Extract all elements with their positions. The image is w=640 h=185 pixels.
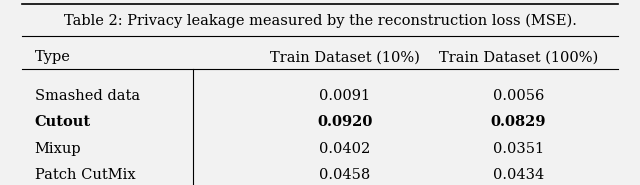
Text: Type: Type — [35, 51, 70, 65]
Text: 0.0458: 0.0458 — [319, 168, 371, 182]
Text: 0.0920: 0.0920 — [317, 115, 372, 129]
Text: 0.0091: 0.0091 — [319, 89, 371, 103]
Text: 0.0056: 0.0056 — [493, 89, 544, 103]
Text: Mixup: Mixup — [35, 142, 81, 156]
Text: Train Dataset (100%): Train Dataset (100%) — [439, 51, 598, 65]
Text: Train Dataset (10%): Train Dataset (10%) — [270, 51, 420, 65]
Text: 0.0434: 0.0434 — [493, 168, 544, 182]
Text: 0.0402: 0.0402 — [319, 142, 371, 156]
Text: Smashed data: Smashed data — [35, 89, 140, 103]
Text: 0.0351: 0.0351 — [493, 142, 544, 156]
Text: Table 2: Privacy leakage measured by the reconstruction loss (MSE).: Table 2: Privacy leakage measured by the… — [63, 14, 577, 28]
Text: Cutout: Cutout — [35, 115, 91, 129]
Text: 0.0829: 0.0829 — [491, 115, 547, 129]
Text: Patch CutMix: Patch CutMix — [35, 168, 135, 182]
